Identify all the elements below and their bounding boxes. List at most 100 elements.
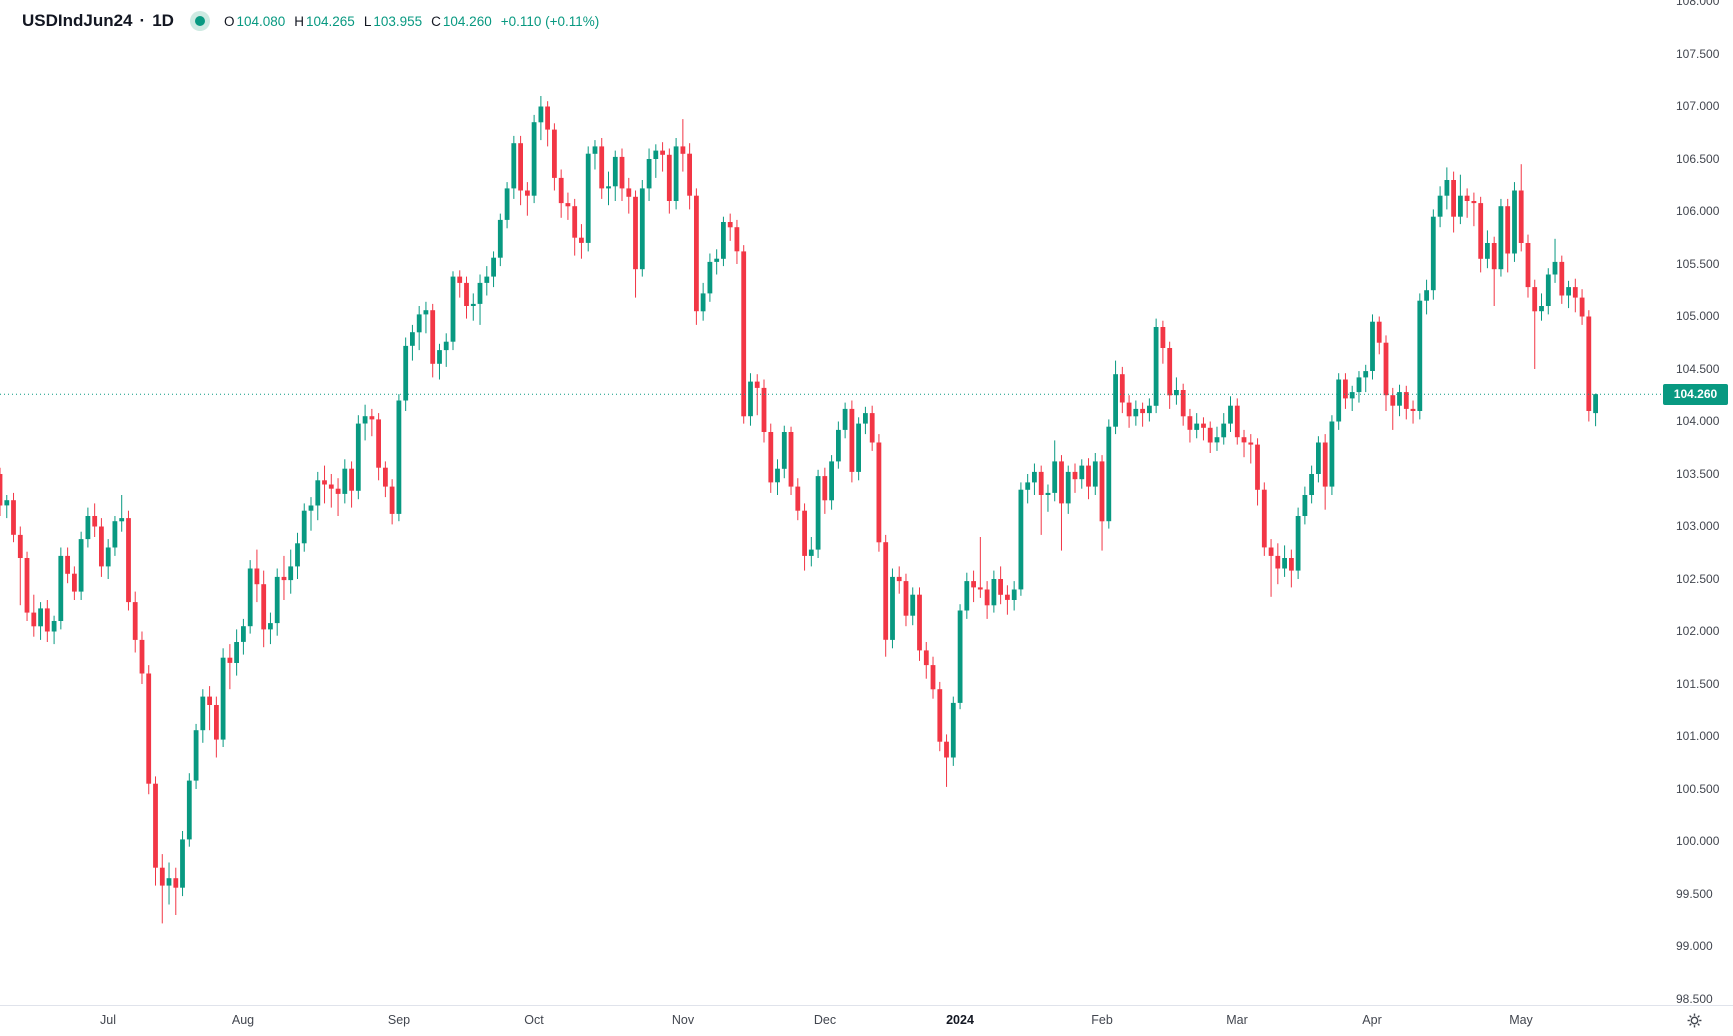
candle — [389, 479, 395, 525]
candle — [694, 188, 699, 325]
symbol-title[interactable]: USDIndJun24 · 1D — [22, 11, 174, 31]
candle — [1011, 581, 1017, 611]
price-scale[interactable]: 108.000 107.500 107.000 106.500 106.000 105.5… — [1663, 0, 1733, 1005]
candle — [863, 406, 868, 435]
settings-gear-icon[interactable] — [1685, 1011, 1704, 1030]
candle — [335, 478, 341, 516]
ohlc-values: O 104.080 H 104.265 L 103.955 C 104.260 +0.1… — [224, 14, 599, 29]
candle — [1255, 438, 1260, 506]
candle — [1282, 545, 1287, 577]
candle — [369, 408, 375, 437]
candle — [971, 570, 976, 603]
candle — [856, 417, 861, 481]
candle — [1221, 413, 1227, 445]
candle — [585, 146, 591, 252]
symbol-name: USDIndJun24 — [22, 11, 133, 30]
candle — [619, 148, 625, 201]
candle — [1417, 293, 1423, 420]
candle — [1410, 400, 1416, 424]
month-label-2024: 2024 — [946, 1013, 974, 1027]
candle — [17, 526, 23, 606]
candle — [950, 696, 956, 766]
candle — [38, 602, 43, 640]
candlestick-chart[interactable] — [0, 0, 1663, 1005]
candle — [1505, 198, 1511, 273]
candle — [991, 570, 997, 613]
candle — [944, 734, 949, 787]
candle — [362, 404, 368, 441]
candle — [491, 251, 496, 288]
candle — [1214, 426, 1220, 451]
candle — [1086, 458, 1091, 500]
candle — [477, 274, 483, 325]
candle — [51, 615, 57, 645]
candle — [998, 566, 1003, 605]
candle — [180, 831, 185, 897]
time-scale[interactable]: Jul Aug Sep Oct Nov Dec 2024 Feb Mar Apr May — [0, 1005, 1733, 1036]
month-label-jul: Jul — [100, 1013, 116, 1027]
candle — [1005, 585, 1010, 615]
candle — [1478, 196, 1484, 273]
candle — [315, 471, 321, 521]
timeframe-label: 1D — [152, 11, 174, 30]
candle — [1363, 364, 1369, 393]
candle — [896, 566, 902, 594]
candle — [984, 581, 990, 619]
candle — [808, 537, 814, 567]
candle — [822, 467, 828, 514]
candle — [1485, 230, 1490, 269]
candle — [1302, 486, 1308, 525]
candle — [24, 551, 30, 621]
candle — [484, 266, 490, 296]
candle — [112, 516, 118, 556]
candle — [1437, 186, 1443, 228]
candle — [1032, 463, 1037, 495]
candle — [376, 413, 381, 481]
candle — [518, 135, 523, 206]
chart-legend: USDIndJun24 · 1D O 104.080 H 104.265 L 103.… — [22, 6, 599, 36]
candle — [1133, 400, 1139, 426]
candle — [572, 198, 578, 256]
candle — [443, 333, 449, 367]
candle — [1140, 402, 1145, 427]
price-tick-label: 104.500 — [1676, 361, 1720, 376]
candle — [85, 507, 91, 548]
price-tick-label: 107.500 — [1676, 46, 1720, 61]
candle — [31, 594, 37, 637]
candle — [1025, 474, 1031, 504]
candle — [903, 573, 909, 627]
candle — [1180, 383, 1186, 426]
candle — [1092, 453, 1098, 495]
month-label-dec: Dec — [813, 1013, 837, 1027]
candle — [680, 119, 686, 172]
candle — [768, 423, 774, 493]
candle — [1147, 398, 1152, 422]
price-tick-label: 102.000 — [1676, 624, 1720, 639]
month-label-apr: Apr — [1362, 1013, 1382, 1027]
status-core — [194, 16, 205, 26]
candle — [308, 497, 314, 531]
candle — [1383, 335, 1389, 411]
candle — [754, 374, 760, 416]
candle — [268, 612, 273, 645]
candle — [917, 587, 922, 661]
candle — [1336, 373, 1342, 430]
candle — [1045, 484, 1051, 512]
candle — [295, 532, 300, 579]
candle — [869, 405, 875, 451]
title-separator: · — [139, 11, 146, 30]
month-label-may: May — [1509, 1013, 1533, 1027]
candle — [673, 138, 679, 210]
candle — [1376, 316, 1382, 355]
price-tick-label: 99.000 — [1676, 939, 1713, 954]
candle — [1430, 209, 1436, 300]
candle — [1512, 182, 1517, 262]
candle — [342, 459, 348, 504]
candle — [815, 469, 821, 558]
candle — [1397, 384, 1402, 417]
candle — [1234, 398, 1240, 445]
candle — [1289, 549, 1294, 588]
candle — [1113, 360, 1118, 435]
candle — [890, 568, 895, 649]
candle — [1018, 482, 1024, 596]
